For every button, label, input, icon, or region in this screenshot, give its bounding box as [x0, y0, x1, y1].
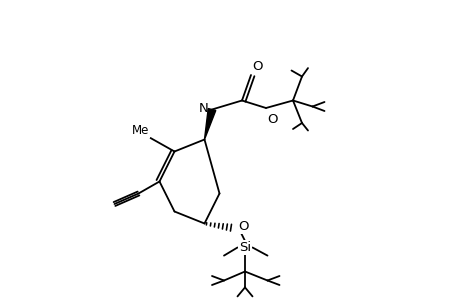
Polygon shape [204, 109, 215, 140]
Text: Si: Si [238, 241, 251, 254]
Text: O: O [252, 60, 262, 73]
Text: N: N [198, 102, 207, 115]
Text: O: O [267, 113, 277, 126]
Text: O: O [238, 220, 248, 233]
Text: Me: Me [131, 124, 149, 137]
